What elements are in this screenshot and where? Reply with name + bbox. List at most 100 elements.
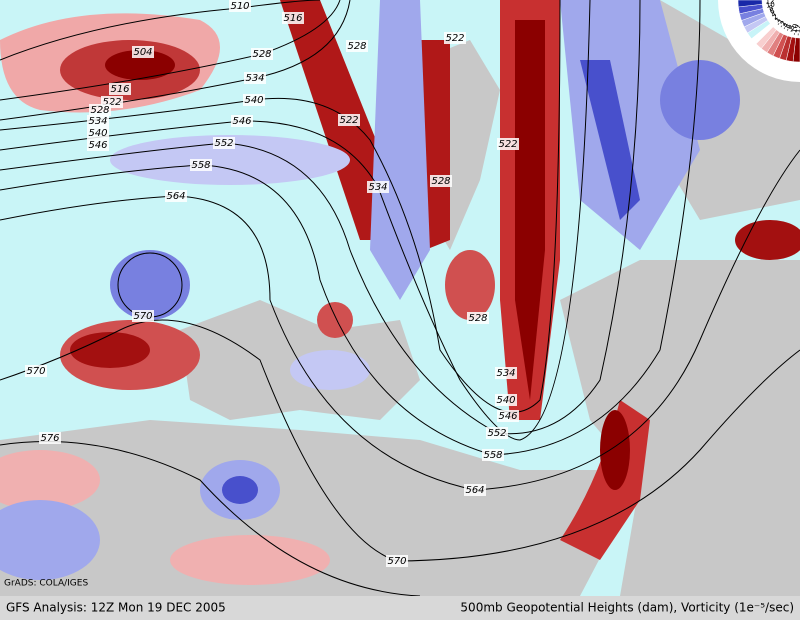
contour-label: 528: [252, 49, 271, 60]
colorbar-label: 10: [765, 0, 775, 9]
contour-label-bg: [87, 139, 109, 151]
contour-label: 522: [102, 97, 121, 108]
contour-labels: 5105165045165225285345405465285345405465…: [25, 0, 519, 567]
contour-label: 570: [26, 366, 45, 377]
contour-label: 576: [40, 433, 59, 444]
colorbar-swatch: [739, 8, 765, 21]
contour-label-bg: [464, 484, 486, 496]
contour-label: 546: [88, 140, 107, 151]
contour-label-bg: [430, 175, 452, 187]
height-contours: [0, 0, 800, 597]
contour-label-bg: [282, 12, 304, 24]
contour-label-bg: [132, 310, 154, 322]
positive-vorticity: [0, 0, 800, 585]
contour-label-bg: [165, 190, 187, 202]
colorbar-label: 12: [765, 0, 774, 6]
colorbar-swatch: [747, 19, 771, 40]
contour-label: 504: [133, 47, 152, 58]
colorbar-label: -12: [794, 24, 800, 36]
colorbar-swatch: [741, 12, 767, 28]
colorbar-label: -6: [783, 22, 793, 32]
contour-label: 564: [465, 485, 484, 496]
contour-label-bg: [132, 46, 154, 58]
contour-label: 528: [431, 176, 450, 187]
contour-label: 546: [498, 411, 517, 422]
contour-label: 534: [368, 182, 387, 193]
colorbar-swatch: [751, 23, 774, 45]
contour-label: 540: [88, 128, 107, 139]
contour-label-bg: [346, 40, 368, 52]
contour-label: 528: [468, 313, 487, 324]
contour-label-bg: [25, 365, 47, 377]
colorbar-swatch: [766, 31, 784, 57]
contour-label-bg: [367, 181, 389, 193]
contour-label: 516: [110, 84, 129, 95]
contour-label: 552: [214, 138, 233, 149]
colorbar-label: 8: [768, 4, 775, 13]
contour-label-bg: [87, 115, 109, 127]
contour-label: 570: [387, 556, 406, 567]
contour-label-bg: [89, 104, 111, 116]
contour-label: 558: [483, 450, 502, 461]
negative-vorticity: [0, 0, 740, 580]
colorbar-swatch: [738, 3, 764, 15]
contour-label-bg: [229, 0, 251, 12]
contour-label: 528: [90, 105, 109, 116]
contour-label-bg: [497, 410, 519, 422]
colorbar-label: 6: [769, 7, 777, 16]
contour-label: 522: [339, 115, 358, 126]
contour-label: 522: [445, 33, 464, 44]
colorbar-label: 4: [770, 10, 778, 19]
contour-label: 516: [283, 13, 302, 24]
contour-label-bg: [495, 367, 517, 379]
colorbar-label: -1: [775, 17, 786, 28]
contour-label-bg: [231, 115, 253, 127]
contour-label: 540: [244, 95, 263, 106]
contour-label-bg: [251, 48, 273, 60]
contour-label-bg: [444, 32, 466, 44]
contour-label-bg: [87, 127, 109, 139]
colorbar-swatch: [792, 37, 800, 63]
contour-label: 534: [88, 116, 107, 127]
contour-label-bg: [338, 114, 360, 126]
contour-label-bg: [213, 137, 235, 149]
title-right: 500mb Geopotential Heights (dam), Vortic…: [460, 601, 794, 615]
colorbar-label: -8: [787, 24, 797, 33]
title-left: GFS Analysis: 12Z Mon 19 DEC 2005: [6, 601, 226, 615]
contour-label: 528: [347, 41, 366, 52]
footer: [0, 596, 800, 620]
contour-label: 522: [498, 139, 517, 150]
contour-label-bg: [244, 72, 266, 84]
contour-label-bg: [109, 83, 131, 95]
contour-label-bg: [482, 449, 504, 461]
contour-label-bg: [497, 138, 519, 150]
contour-label: 534: [245, 73, 264, 84]
colorbar-swatch: [760, 29, 781, 53]
contour-label-bg: [190, 159, 212, 171]
colorbar-label: -10: [790, 23, 800, 36]
colorbar-swatch: [743, 16, 769, 34]
contour-label: 534: [496, 368, 515, 379]
contour-label: 558: [191, 160, 210, 171]
colorbar-swatch: [755, 26, 777, 49]
colorbar-label: -2: [777, 19, 788, 29]
colorbar-label: 2: [771, 13, 779, 22]
contour-label: 570: [133, 311, 152, 322]
colorbar-swatch: [779, 35, 792, 61]
contour-label: 546: [232, 116, 251, 127]
colorbar-swatch: [772, 33, 788, 59]
contour-label-bg: [386, 555, 408, 567]
colorbar-label: 1: [773, 16, 782, 25]
contour-label: 552: [487, 428, 506, 439]
contour-label-bg: [495, 394, 517, 406]
colorbar-label: -4: [780, 21, 791, 31]
contour-label-bg: [486, 427, 508, 439]
contour-label: 564: [166, 191, 185, 202]
contour-label-bg: [467, 312, 489, 324]
credit: GrADS: COLA/IGES: [4, 579, 88, 589]
contour-label: 540: [496, 395, 515, 406]
colorbar-swatch: [785, 36, 797, 62]
colorbar-swatch: [737, 0, 763, 8]
contour-label-bg: [243, 94, 265, 106]
